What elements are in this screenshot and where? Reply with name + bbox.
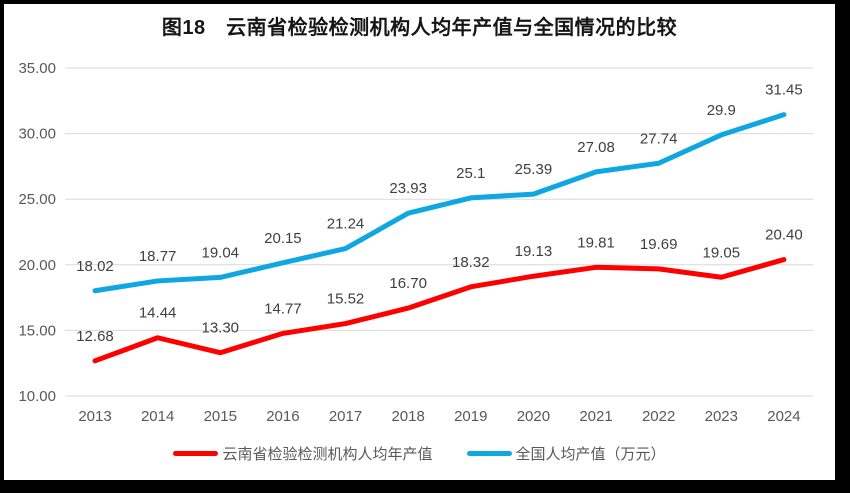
data-point-label: 18.77 <box>139 248 177 265</box>
data-point-label: 18.32 <box>452 254 490 271</box>
data-point-label: 23.93 <box>389 180 427 197</box>
data-point-label: 19.69 <box>640 236 678 253</box>
data-point-label: 14.44 <box>139 305 177 322</box>
x-axis-tick-label: 2022 <box>642 408 675 425</box>
data-point-label: 29.9 <box>707 102 736 119</box>
data-point-label: 19.13 <box>515 243 553 260</box>
series-line-yunnan <box>92 257 787 364</box>
x-axis-tick-label: 2024 <box>767 408 800 425</box>
y-axis-tick-label: 30.00 <box>18 126 56 143</box>
data-point-label: 18.02 <box>76 258 114 275</box>
data-point-label: 16.70 <box>389 275 427 292</box>
x-axis-tick-label: 2021 <box>579 408 612 425</box>
data-point-label: 14.77 <box>264 300 302 317</box>
data-point-label: 31.45 <box>765 82 803 99</box>
data-point-label: 21.24 <box>327 216 365 233</box>
data-point-label: 12.68 <box>76 328 114 345</box>
x-axis-tick-label: 2015 <box>204 408 237 425</box>
data-point-label: 19.04 <box>201 244 239 261</box>
legend-label-yunnan: 云南省检验检测机构人均年产值 <box>222 446 433 463</box>
y-axis-tick-label: 20.00 <box>18 257 56 274</box>
data-point-label: 25.39 <box>515 161 553 178</box>
legend-swatch-yunnan-red-line <box>173 451 219 456</box>
x-axis-tick-label: 2014 <box>141 408 174 425</box>
data-point-label: 15.52 <box>327 291 365 308</box>
data-point-label: 20.15 <box>264 230 302 247</box>
data-point-label: 25.1 <box>456 165 485 182</box>
y-axis-tick-label: 10.00 <box>18 388 56 405</box>
data-point-label: 27.74 <box>640 130 678 147</box>
x-axis-tick-label: 2017 <box>329 408 362 425</box>
legend-item-national: 全国人均产值（万元） <box>466 443 666 464</box>
x-axis-tick-label: 2023 <box>705 408 738 425</box>
legend-item-yunnan: 云南省检验检测机构人均年产值 <box>173 443 433 464</box>
x-axis-tick-label: 2020 <box>517 408 550 425</box>
y-axis-tick-label: 35.00 <box>18 60 56 77</box>
data-point-label: 20.40 <box>765 227 803 244</box>
legend-swatch-national-blue-line <box>466 451 512 456</box>
series-line-national <box>92 112 787 294</box>
chart-legend: 云南省检验检测机构人均年产值 全国人均产值（万元） <box>4 443 835 464</box>
data-point-label: 19.05 <box>703 244 741 261</box>
data-point-label: 27.08 <box>577 139 615 156</box>
y-axis-tick-label: 25.00 <box>18 191 56 208</box>
x-axis-tick-label: 2016 <box>266 408 299 425</box>
x-axis-tick-label: 2018 <box>391 408 424 425</box>
data-point-label: 13.30 <box>201 320 239 337</box>
legend-label-national: 全国人均产值（万元） <box>515 446 666 463</box>
chart-title: 图18 云南省检验检测机构人均年产值与全国情况的比较 <box>161 17 678 39</box>
x-axis-tick-label: 2013 <box>78 408 111 425</box>
chart-canvas <box>4 4 835 480</box>
data-point-label: 19.81 <box>577 234 615 251</box>
y-axis-tick-label: 15.00 <box>18 322 56 339</box>
x-axis-tick-label: 2019 <box>454 408 487 425</box>
